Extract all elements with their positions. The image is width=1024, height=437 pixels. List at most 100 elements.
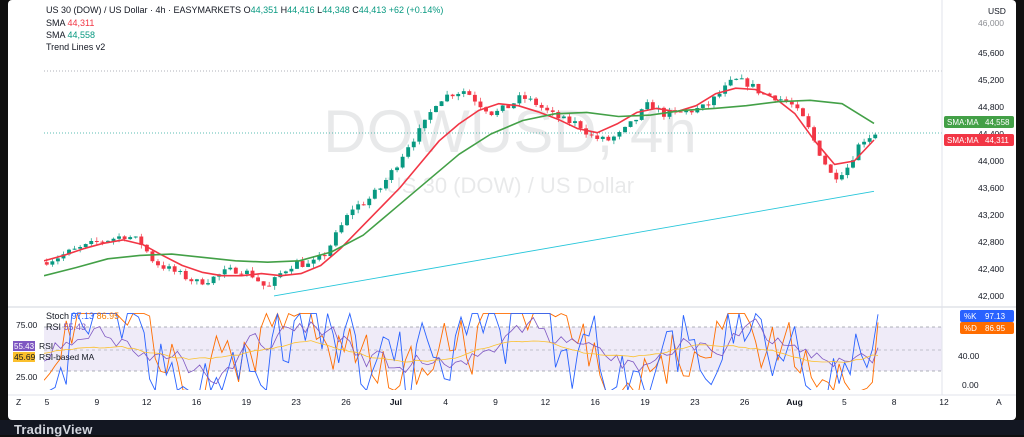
candle-body	[400, 156, 405, 168]
candle-body	[700, 104, 705, 108]
candle-body	[489, 111, 494, 116]
rsi-tag: RSI	[39, 341, 53, 351]
time-tick-13: 23	[690, 397, 700, 407]
candle-body	[89, 240, 94, 245]
candle-body	[495, 110, 500, 116]
rsi-legend[interactable]: RSI 55.43	[46, 322, 86, 332]
sma-slow-line	[44, 99, 875, 277]
open-label: O	[243, 5, 251, 15]
rsi-ma-value: 45.69	[14, 352, 36, 362]
sma1-label: SMA	[46, 18, 66, 28]
candle-body	[517, 95, 522, 104]
candle-body	[428, 112, 433, 120]
sma2-legend[interactable]: SMA 44,558	[46, 30, 95, 40]
candle-body	[645, 102, 650, 110]
candle-body	[406, 147, 411, 157]
stoch-k-tag-value: 97.13	[985, 312, 1006, 321]
oscillator-lines	[44, 311, 879, 390]
osc-left-tick-75: 75.00	[16, 320, 38, 330]
candle-body	[389, 170, 394, 180]
sma2-value: 44,558	[67, 30, 96, 40]
stoch-k-line	[44, 311, 879, 390]
candle-body	[528, 98, 533, 100]
price-tick-0: 45,600	[978, 48, 1004, 58]
candle-body	[100, 241, 105, 243]
time-tick-4: 19	[242, 397, 252, 407]
candle-body	[784, 99, 789, 102]
candle-body	[873, 134, 878, 139]
candle-body	[573, 121, 577, 124]
candle-body	[706, 104, 711, 106]
candle-body	[589, 134, 594, 136]
rsi-band-fill	[44, 327, 942, 371]
stoch-d-tag-value: 86.95	[985, 324, 1006, 333]
candle-body	[144, 244, 149, 252]
candle-body	[800, 108, 805, 117]
candle-body	[83, 244, 88, 248]
candle-body	[122, 236, 127, 240]
price-tick-top-partial: 46,000	[978, 18, 1004, 28]
candle-body	[728, 79, 733, 86]
candle-body	[550, 110, 555, 112]
stoch-d-tag: %D 86.95	[960, 322, 1014, 334]
candle-body	[439, 101, 444, 107]
candle-body	[506, 105, 511, 109]
candle-body	[55, 258, 60, 262]
candle-body	[684, 110, 689, 113]
candle-body	[767, 93, 772, 96]
sma-fast-tag-value: 44,311	[985, 136, 1009, 145]
sma1-legend[interactable]: SMA 44,311	[46, 18, 94, 28]
candle-body	[322, 255, 327, 257]
sma-fast-tag-label: SMA:MA	[947, 136, 979, 145]
candle-body	[789, 101, 794, 105]
candle-body	[317, 255, 322, 260]
time-tick-10: 12	[541, 397, 551, 407]
symbol-line: US 30 (DOW) / US Dollar · 4h · EASYMARKE…	[46, 5, 242, 15]
candle-body	[272, 277, 277, 286]
candle-body	[289, 268, 294, 272]
candle-body	[717, 93, 722, 97]
trend-legend[interactable]: Trend Lines v2	[46, 42, 105, 52]
candle-body	[128, 237, 133, 240]
symbol-legend[interactable]: US 30 (DOW) / US Dollar · 4h · EASYMARKE…	[46, 5, 443, 15]
candle-body	[723, 85, 728, 94]
osc-left-tick-25: 25.00	[16, 372, 38, 382]
candle-body	[484, 107, 488, 112]
candle-body	[839, 175, 844, 180]
time-tick-7: Jul	[390, 397, 402, 407]
price-axis[interactable]: USD 46,000 45,60045,20044,80044,40044,00…	[978, 6, 1006, 301]
candle-body	[867, 138, 872, 142]
candle-body	[472, 94, 477, 102]
trend-label: Trend Lines v2	[46, 42, 106, 52]
candle-body	[233, 267, 238, 274]
candle-body	[600, 136, 605, 139]
time-axis[interactable]: 5 9 12 16 19 23 26 Jul 4 9 12 16 19 23 26 Aug 5 8 12	[45, 397, 949, 407]
candle-body	[634, 119, 639, 122]
candle-body	[778, 99, 783, 101]
price-tick-6: 43,200	[978, 210, 1004, 220]
candle-body	[178, 270, 183, 272]
candle-body	[756, 83, 761, 94]
moving-average-layer	[44, 87, 875, 277]
candle-body	[150, 251, 155, 262]
candle-body	[261, 281, 266, 286]
candle-body	[623, 126, 627, 133]
candle-body	[689, 110, 694, 113]
candle-body	[611, 136, 616, 141]
candle-body	[456, 93, 461, 97]
candle-body	[283, 271, 288, 274]
trend-line	[273, 190, 875, 297]
price-tick-8: 42,400	[978, 264, 1004, 274]
candle-body	[639, 109, 644, 120]
time-tick-17: 8	[892, 397, 897, 407]
zoom-icon[interactable]: Z	[16, 397, 21, 407]
candle-body	[361, 204, 366, 206]
auto-scale-icon[interactable]: A	[996, 397, 1002, 407]
stoch-legend[interactable]: Stoch 97.13 86.95	[46, 311, 119, 321]
symbol-watermark: DOWUSD, 4h	[323, 98, 696, 165]
sma1-value: 44,311	[67, 18, 95, 28]
candle-body	[61, 254, 66, 259]
candle-body	[50, 261, 55, 265]
